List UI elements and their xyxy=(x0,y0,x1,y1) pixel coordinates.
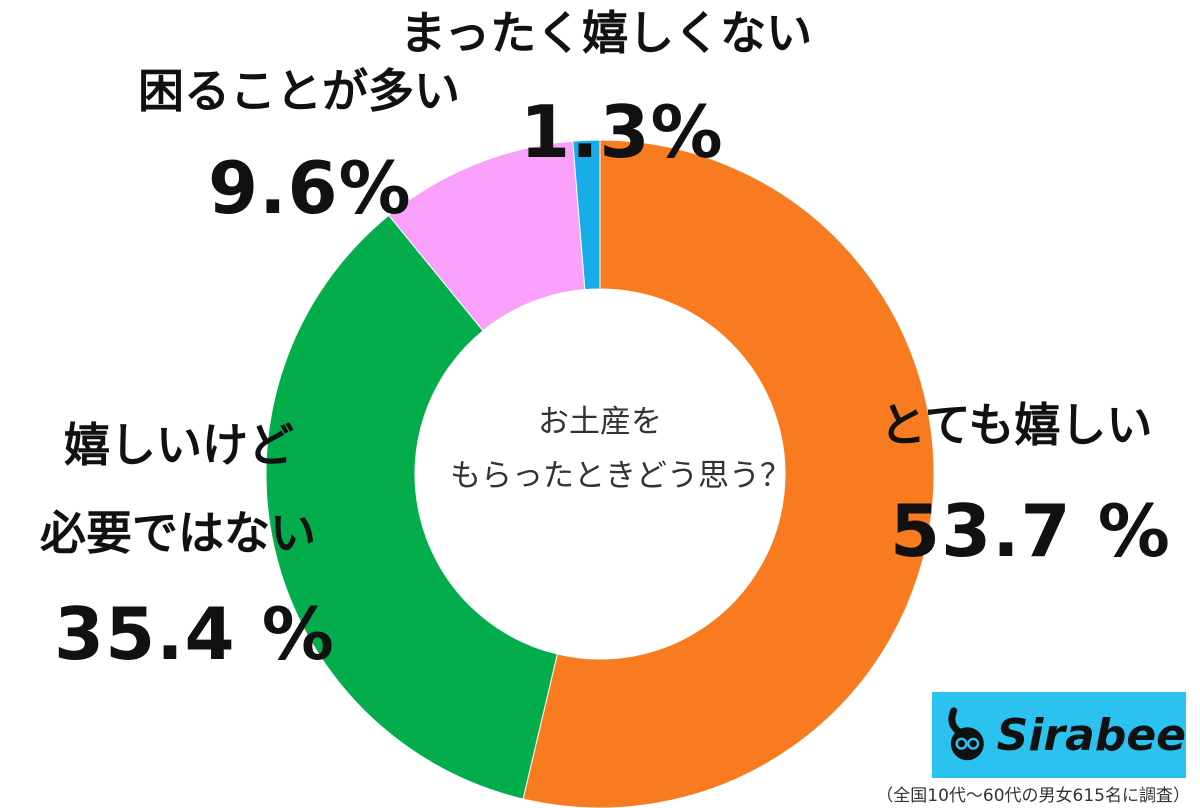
slice-value-very-happy: 53.7 % xyxy=(890,489,1171,573)
survey-footnote: （全国10代〜60代の男女615名に調査） xyxy=(876,786,1190,806)
center-question-line2: もらったときどう思う？ xyxy=(450,458,791,494)
slice-value-often-troubled: 9.6% xyxy=(208,146,412,230)
sirabee-mark-icon xyxy=(948,707,984,761)
slice-value-not-happy-at-all: 1.3% xyxy=(520,90,724,174)
slice-label-often-troubled: 困ることが多い xyxy=(138,64,460,118)
sirabee-logo: Sirabee xyxy=(932,692,1186,778)
center-question-line1: お土産を xyxy=(538,404,662,440)
slice-not-happy-at-all xyxy=(572,139,601,291)
slice-label-happy-not-needed-line2: 必要ではない xyxy=(40,506,316,560)
slice-label-very-happy: とても嬉しい xyxy=(880,398,1153,452)
slice-happy-not-needed xyxy=(265,214,558,800)
slice-value-happy-not-needed: 35.4 % xyxy=(54,592,335,676)
slice-label-not-happy-at-all: まったく嬉しくない xyxy=(400,6,813,60)
slice-very-happy xyxy=(522,139,935,808)
sirabee-logo-text: Sirabee xyxy=(996,709,1186,761)
slice-label-happy-not-needed-line1: 嬉しいけど xyxy=(64,418,294,472)
